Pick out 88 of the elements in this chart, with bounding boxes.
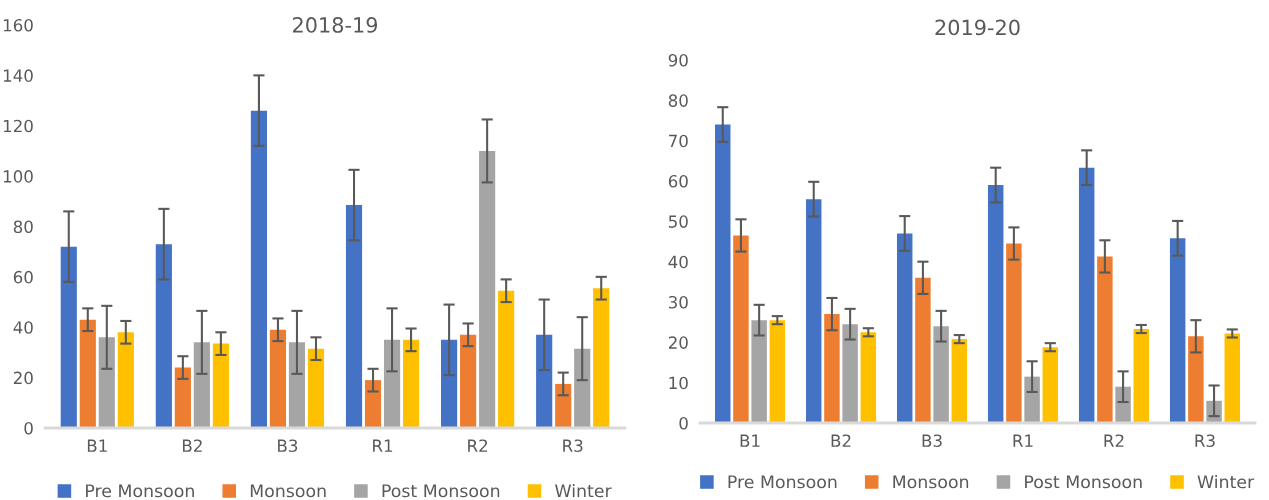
- y-tick-label: 60: [13, 270, 33, 284]
- bar: [364, 380, 382, 428]
- bar: [155, 244, 172, 428]
- bar: [1188, 336, 1204, 423]
- legend-label: Pre Monsoon: [728, 475, 837, 489]
- bar: [460, 334, 477, 428]
- y-tick-label: 50: [668, 215, 688, 228]
- bar: [593, 288, 610, 428]
- x-tick-label: R1: [1013, 434, 1033, 447]
- bar: [574, 348, 591, 428]
- y-tick-label: 0: [679, 416, 688, 430]
- bar: [536, 334, 553, 428]
- bar: [383, 339, 401, 428]
- x-tick-label: B3: [278, 439, 298, 453]
- bar: [806, 199, 822, 423]
- bar: [345, 205, 363, 428]
- bar: [1024, 376, 1040, 423]
- y-tick-label: 70: [669, 134, 688, 148]
- legend-label: Pre Monsoon: [86, 484, 194, 498]
- y-tick-label: 10: [669, 376, 688, 390]
- x-tick-label: R3: [563, 439, 583, 453]
- x-tick-label: B2: [182, 439, 202, 452]
- y-tick-label: 120: [3, 119, 33, 133]
- bar: [60, 246, 77, 428]
- legend-label: Monsoon: [893, 475, 969, 489]
- bar: [1115, 386, 1131, 423]
- y-tick-label: 0: [24, 421, 33, 435]
- legend-label: Monsoon: [250, 484, 326, 498]
- bar: [250, 110, 268, 428]
- bar: [842, 324, 858, 423]
- x-tick-label: B2: [831, 434, 851, 447]
- y-tick-label: 60: [668, 174, 688, 188]
- bar: [733, 235, 749, 423]
- y-tick-label: 140: [3, 69, 33, 82]
- y-tick-label: 80: [668, 94, 688, 107]
- bar: [933, 326, 949, 423]
- chart-title: 2019-20: [935, 19, 1020, 36]
- bar: [288, 342, 306, 428]
- legend-label: Winter: [1197, 474, 1255, 489]
- bar: [824, 314, 840, 423]
- bar: [555, 383, 572, 428]
- bar: [951, 339, 968, 423]
- y-tick-label: 160: [3, 18, 33, 32]
- bar: [212, 343, 229, 428]
- x-tick-label: R2: [468, 439, 488, 452]
- bar: [402, 339, 420, 428]
- bar: [98, 337, 115, 428]
- bar: [1224, 333, 1240, 423]
- x-tick-label: R1: [373, 439, 393, 452]
- bar: [1097, 256, 1113, 423]
- y-tick-label: 40: [13, 321, 33, 334]
- bar: [479, 150, 496, 428]
- bar: [987, 185, 1004, 423]
- bar: [860, 332, 877, 423]
- bar: [1078, 167, 1095, 423]
- bar: [1133, 329, 1149, 423]
- chart-title: 2018-19: [293, 17, 378, 33]
- bar: [915, 277, 931, 423]
- legend-label: Post Monsoon: [1025, 475, 1142, 489]
- legend-label: Winter: [555, 483, 612, 498]
- legend-label: Post Monsoon: [382, 484, 500, 498]
- bar: [498, 290, 515, 428]
- bar: [751, 320, 767, 423]
- x-tick-label: R3: [1195, 434, 1215, 448]
- bar: [307, 348, 325, 428]
- bar: [117, 332, 134, 428]
- bar: [79, 319, 96, 428]
- bar: [1042, 347, 1059, 423]
- y-tick-label: 100: [3, 170, 33, 183]
- bar: [174, 367, 191, 428]
- y-tick-label: 30: [668, 295, 688, 309]
- y-tick-label: 80: [13, 220, 33, 234]
- bar: [441, 339, 458, 428]
- bar: [1169, 238, 1186, 423]
- bar: [193, 342, 210, 428]
- y-tick-label: 40: [668, 255, 688, 269]
- bar: [269, 329, 287, 428]
- y-tick-label: 90: [668, 53, 688, 67]
- y-tick-label: 20: [13, 371, 33, 385]
- x-tick-label: R2: [1104, 434, 1124, 447]
- bar: [1006, 243, 1022, 423]
- x-tick-label: B3: [922, 434, 942, 448]
- x-tick-label: B1: [740, 434, 760, 447]
- bar: [715, 124, 731, 423]
- bar: [896, 233, 913, 423]
- bar: [769, 320, 786, 423]
- x-tick-label: B1: [87, 439, 107, 452]
- y-tick-label: 20: [668, 336, 688, 349]
